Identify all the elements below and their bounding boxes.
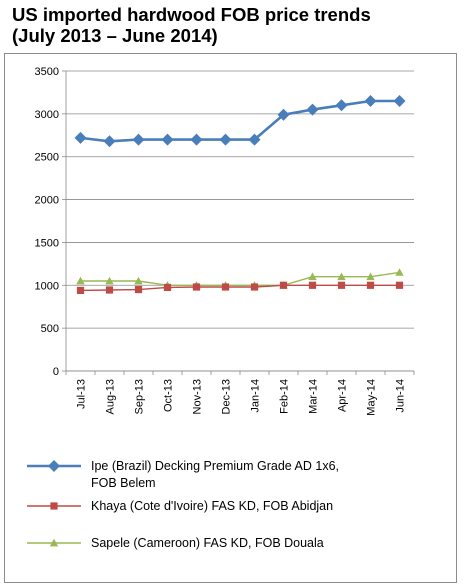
x-tick-label: Oct-13 xyxy=(163,379,175,412)
x-tick-label: Sep-13 xyxy=(134,379,146,414)
gridlines xyxy=(66,70,414,372)
data-point-triangle xyxy=(366,272,375,281)
x-tick-label: Mar-14 xyxy=(308,379,320,414)
legend-item: Ipe (Brazil) Decking Premium Grade AD 1x… xyxy=(27,459,339,490)
data-point-diamond xyxy=(364,95,377,107)
legend-label: Khaya (Cote d'Ivoire) FAS KD, FOB Abidja… xyxy=(91,499,333,513)
data-point-diamond xyxy=(48,460,60,472)
x-tick-label: May-14 xyxy=(366,379,378,416)
data-point-square xyxy=(192,283,201,291)
data-point-square xyxy=(163,283,172,292)
data-point-diamond xyxy=(74,131,87,144)
data-point-square xyxy=(366,281,375,289)
series-line xyxy=(80,271,400,286)
chart-title: US imported hardwood FOB price trends (J… xyxy=(12,4,452,46)
data-point-square xyxy=(395,281,404,289)
data-point-diamond xyxy=(393,95,406,107)
data-point-triangle xyxy=(395,268,404,276)
x-tick-label: Apr-14 xyxy=(337,379,349,412)
legend-item: Khaya (Cote d'Ivoire) FAS KD, FOB Abidja… xyxy=(27,499,333,513)
x-tick-label: Feb-14 xyxy=(279,379,291,414)
data-point-square xyxy=(221,283,230,291)
legend-label: Sapele (Cameroon) FAS KD, FOB Douala xyxy=(91,536,324,550)
x-tick-label: Nov-13 xyxy=(192,379,204,414)
data-point-diamond xyxy=(190,133,203,146)
legend-label: Ipe (Brazil) Decking Premium Grade AD 1x… xyxy=(91,459,339,473)
y-tick-label: 2000 xyxy=(35,195,59,207)
legend-label: FOB Belem xyxy=(91,476,156,490)
y-axis-ticks: 0 500 1000 1500 2000 2500 3000 3500 xyxy=(35,66,66,378)
data-point-square xyxy=(337,281,346,289)
data-point-diamond xyxy=(103,135,116,148)
y-tick-label: 1500 xyxy=(35,237,59,249)
data-point-diamond xyxy=(161,133,174,146)
axes xyxy=(65,71,414,372)
data-point-triangle xyxy=(105,276,114,285)
data-point-square xyxy=(279,281,288,289)
data-point-triangle xyxy=(76,276,85,285)
data-point-square xyxy=(50,502,58,510)
chart-title-line-1: US imported hardwood FOB price trends xyxy=(12,4,371,25)
x-tick-label: Jan-14 xyxy=(250,379,262,413)
data-point-diamond xyxy=(219,133,232,146)
x-tick-label: Dec-13 xyxy=(221,379,233,414)
data-point-square xyxy=(76,286,85,295)
y-tick-label: 3500 xyxy=(35,66,59,78)
y-tick-label: 3000 xyxy=(35,109,59,121)
series-diamond xyxy=(74,95,406,148)
legend-item: Sapele (Cameroon) FAS KD, FOB Douala xyxy=(27,536,324,550)
data-point-square xyxy=(308,281,317,289)
data-point-triangle xyxy=(308,272,317,281)
data-point-square xyxy=(105,286,114,294)
data-point-diamond xyxy=(248,133,261,146)
x-tick-label: Jun-14 xyxy=(395,379,407,413)
series-line xyxy=(80,284,400,292)
data-point-diamond xyxy=(335,99,348,112)
y-tick-label: 1000 xyxy=(35,280,59,292)
x-axis-ticks: Jul-13 Aug-13 Sep-13 Oct-13 Nov-13 Dec-13 Jan-… xyxy=(65,371,415,416)
x-tick-label: Aug-13 xyxy=(105,379,117,414)
x-tick-label: Jul-13 xyxy=(76,379,88,409)
data-point-diamond xyxy=(132,133,145,146)
series-group xyxy=(74,95,406,295)
series-square xyxy=(76,281,404,295)
data-point-square xyxy=(134,285,143,294)
data-point-triangle xyxy=(134,276,143,285)
data-point-triangle xyxy=(49,538,59,547)
data-point-diamond xyxy=(277,108,290,121)
y-tick-label: 0 xyxy=(53,366,59,378)
data-point-triangle xyxy=(337,272,346,281)
y-tick-label: 2500 xyxy=(35,152,59,164)
data-point-diamond xyxy=(306,103,319,116)
data-point-square xyxy=(250,283,259,291)
series-line xyxy=(80,99,400,143)
y-tick-label: 500 xyxy=(41,323,59,335)
chart-title-line-2: (July 2013 – June 2014) xyxy=(12,25,218,46)
legend: Ipe (Brazil) Decking Premium Grade AD 1x… xyxy=(27,459,339,550)
